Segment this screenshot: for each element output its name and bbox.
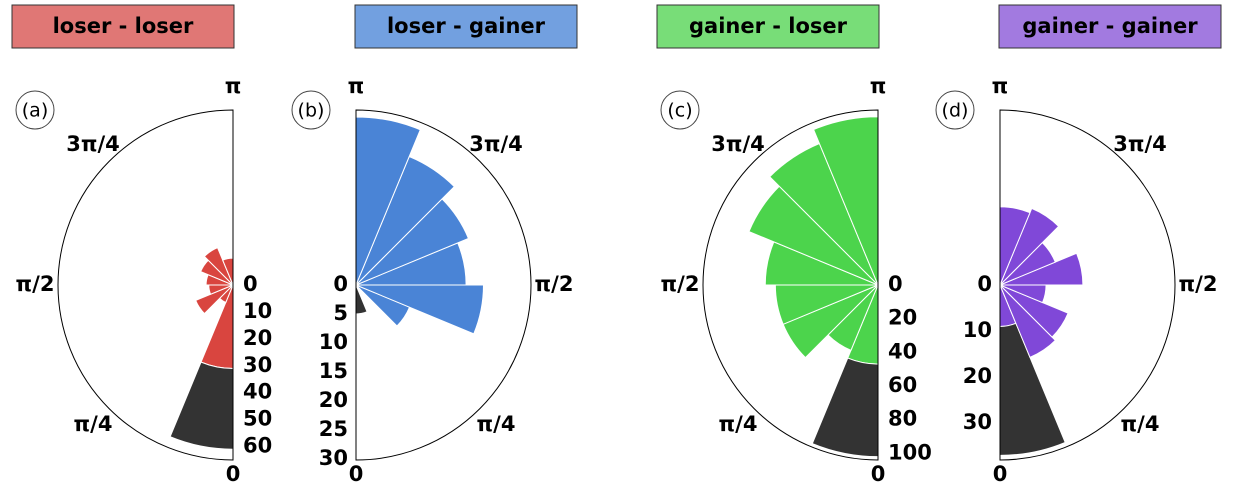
angle-tick-label: π/2 (661, 272, 700, 296)
radial-tick-label: 30 (319, 446, 348, 470)
angle-tick-label: π/4 (74, 412, 113, 436)
radial-tick-label: 80 (888, 407, 917, 431)
bar (169, 361, 234, 450)
angle-tick-label: 0 (226, 462, 241, 486)
bar (999, 252, 1084, 286)
title: loser - gainer (387, 14, 546, 38)
angle-tick-label: π (225, 74, 242, 98)
radial-tick-label: 50 (243, 407, 272, 431)
radial-tick-label: 30 (963, 410, 992, 434)
radial-tick-label: 40 (888, 339, 917, 363)
polar-frame (355, 109, 532, 461)
angle-tick-label: π/2 (1179, 272, 1218, 296)
title-box (656, 4, 880, 49)
radial-tick-label: 20 (888, 306, 917, 330)
panel-label: (c) (667, 100, 692, 122)
title: gainer - loser (689, 14, 848, 38)
radial-tick-label: 0 (977, 272, 992, 296)
title: loser - loser (53, 14, 194, 38)
angle-tick-label: 3π/4 (711, 132, 765, 156)
angle-tick-label: π (348, 74, 365, 98)
bar (999, 322, 1066, 456)
radial-tick-label: 10 (243, 299, 272, 323)
radial-tick-label: 0 (333, 272, 348, 296)
radial-tick-label: 40 (243, 380, 272, 404)
radial-tick-label: 5 (333, 301, 348, 325)
radial-tick-label: 20 (963, 364, 992, 388)
angle-tick-label: 3π/4 (469, 132, 523, 156)
bar (999, 207, 1060, 286)
radial-tick-label: 60 (888, 373, 917, 397)
polar-frame (702, 109, 879, 461)
bar (999, 284, 1057, 358)
radial-tick-label: 0 (888, 272, 903, 296)
title-box (354, 4, 578, 49)
polar-frame (57, 109, 234, 461)
bar (203, 247, 234, 286)
angle-tick-label: π/2 (16, 272, 55, 296)
angle-tick-label: π/4 (477, 412, 516, 436)
angle-tick-label: 3π/4 (1113, 132, 1167, 156)
bar (355, 284, 484, 335)
angle-tick-label: 3π/4 (66, 132, 120, 156)
bar (195, 284, 234, 315)
bar (999, 284, 1069, 338)
radial-tick-label: 60 (243, 434, 272, 458)
title-box (11, 4, 235, 49)
radial-tick-label: 20 (319, 388, 348, 412)
angle-tick-label: 0 (871, 462, 886, 486)
panel-label: (a) (22, 100, 48, 122)
radial-tick-label: 10 (963, 318, 992, 342)
panel-label: (d) (942, 100, 969, 122)
bar (811, 357, 879, 458)
radial-tick-label: 10 (319, 330, 348, 354)
panel-label-circle (935, 90, 975, 130)
radial-tick-label: 20 (243, 326, 272, 350)
angle-tick-label: π (870, 74, 887, 98)
title-box (998, 4, 1222, 49)
panel-label-circle (15, 90, 55, 130)
title: gainer - gainer (1022, 14, 1198, 38)
radial-tick-label: 30 (243, 353, 272, 377)
panel-label-circle (660, 90, 700, 130)
angle-tick-label: π (992, 74, 1009, 98)
polar-frame (999, 109, 1176, 461)
panel-label: (b) (298, 100, 325, 122)
angle-tick-label: π/4 (719, 412, 758, 436)
angle-tick-label: 0 (993, 462, 1008, 486)
radial-tick-label: 0 (243, 272, 258, 296)
angle-tick-label: π/4 (1121, 412, 1160, 436)
angle-tick-label: 0 (349, 462, 364, 486)
angle-tick-label: π/2 (535, 272, 574, 296)
radial-tick-label: 100 (888, 440, 932, 464)
radial-tick-label: 25 (319, 417, 348, 441)
panel-label-circle (291, 90, 331, 130)
radial-tick-label: 15 (319, 359, 348, 383)
